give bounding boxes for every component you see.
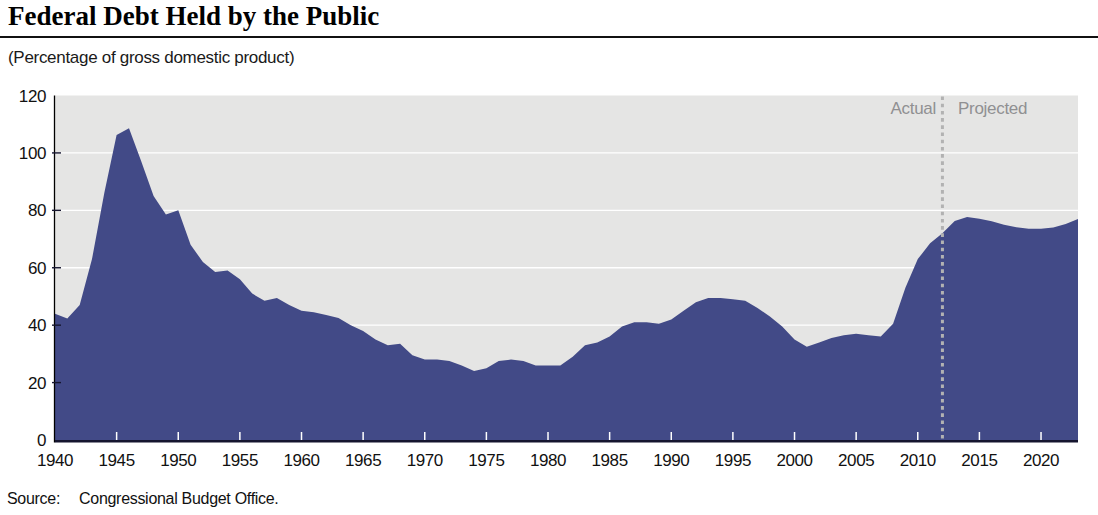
actual-label: Actual xyxy=(891,99,936,119)
x-tick-label: 2005 xyxy=(838,451,874,470)
y-tick-label: 60 xyxy=(28,259,46,278)
y-tick-label: 20 xyxy=(28,374,46,393)
y-tick-label: 80 xyxy=(28,201,46,220)
x-tick-label: 1970 xyxy=(407,451,443,470)
x-tick-label: 1995 xyxy=(715,451,751,470)
y-tick-label: 40 xyxy=(28,316,46,335)
x-tick-label: 2000 xyxy=(776,451,812,470)
source-text: Congressional Budget Office. xyxy=(79,490,278,507)
projected-label: Projected xyxy=(958,99,1027,119)
x-tick-label: 1985 xyxy=(592,451,628,470)
y-tick-label: 120 xyxy=(19,87,46,106)
x-tick-label: 1965 xyxy=(345,451,381,470)
x-tick-label: 2010 xyxy=(900,451,936,470)
x-tick-label: 1980 xyxy=(530,451,566,470)
x-tick-label: 1945 xyxy=(99,451,135,470)
source-line: Source: Congressional Budget Office. xyxy=(7,490,278,508)
x-tick-label: 2015 xyxy=(961,451,997,470)
x-tick-label: 1960 xyxy=(283,451,319,470)
x-tick-label: 1955 xyxy=(222,451,258,470)
page: Federal Debt Held by the Public (Percent… xyxy=(0,0,1098,515)
x-tick-label: 1940 xyxy=(37,451,73,470)
y-tick-label: 0 xyxy=(37,431,46,450)
x-axis-line xyxy=(55,440,1078,443)
x-tick-label: 2020 xyxy=(1023,451,1059,470)
y-tick-label: 100 xyxy=(19,144,46,163)
chart-canvas: 0 20 40 60 80 100 120 1940 1945 1950 1955 1960 1965 1… xyxy=(0,0,1098,515)
x-tick-label: 1975 xyxy=(468,451,504,470)
source-label: Source: xyxy=(7,490,60,507)
debt-area-chart: 0 20 40 60 80 100 120 1940 1945 1950 1955 1960 1965 1… xyxy=(0,0,1098,515)
x-tick-label: 1950 xyxy=(160,451,196,470)
x-tick-label: 1990 xyxy=(653,451,689,470)
